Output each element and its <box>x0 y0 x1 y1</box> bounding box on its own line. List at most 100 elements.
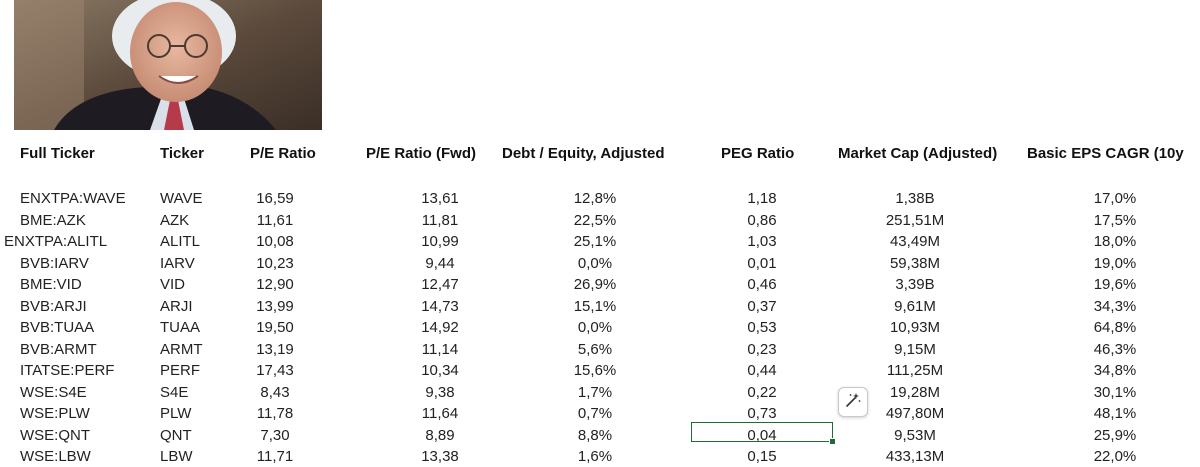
column-header-ticker[interactable]: Ticker <box>160 145 204 162</box>
cell-peg[interactable]: 0,04 <box>747 426 777 444</box>
cell-de[interactable]: 5,6% <box>577 340 613 358</box>
cell-mcap[interactable]: 251,51M <box>885 211 945 229</box>
cell-de[interactable]: 8,8% <box>577 426 613 444</box>
cell-eps[interactable]: 19,0% <box>1093 254 1137 272</box>
cell-ticker[interactable]: ALITL <box>160 233 201 250</box>
cell-ticker[interactable]: PERF <box>160 362 201 379</box>
cell-de[interactable]: 15,1% <box>573 297 617 315</box>
cell-de[interactable]: 1,7% <box>577 383 613 401</box>
cell-eps[interactable]: 30,1% <box>1093 383 1137 401</box>
cell-pe_fwd[interactable]: 13,38 <box>421 448 459 465</box>
cell-pe[interactable]: 8,43 <box>260 383 290 401</box>
cell-mcap[interactable]: 9,53M <box>894 426 936 444</box>
cell-ticker[interactable]: PLW <box>160 405 192 422</box>
cell-mcap[interactable]: 9,61M <box>894 297 936 315</box>
cell-pe[interactable]: 7,30 <box>260 426 290 444</box>
cell-ticker[interactable]: ARJI <box>160 297 193 315</box>
cell-ticker[interactable]: WAVE <box>160 190 203 207</box>
cell-de[interactable]: 15,6% <box>573 362 617 379</box>
cell-peg[interactable]: 0,53 <box>747 319 777 336</box>
column-header-full-ticker[interactable]: Full Ticker <box>20 145 95 162</box>
quick-analysis-button[interactable] <box>838 387 868 417</box>
cell-full[interactable]: BME:VID <box>20 276 82 293</box>
cell-full[interactable]: ENXTPA:ALITL <box>4 233 108 250</box>
column-header-market-cap[interactable]: Market Cap (Adjusted) <box>838 145 998 162</box>
cell-peg[interactable]: 0,44 <box>747 362 777 379</box>
cell-de[interactable]: 25,1% <box>573 233 617 250</box>
cell-eps[interactable]: 48,1% <box>1093 405 1137 422</box>
cell-pe_fwd[interactable]: 9,44 <box>425 254 455 272</box>
column-header-eps-cagr[interactable]: Basic EPS CAGR (10y <box>1027 145 1184 162</box>
cell-ticker[interactable]: AZK <box>160 211 190 229</box>
cell-mcap[interactable]: 59,38M <box>889 254 941 272</box>
cell-peg[interactable]: 0,15 <box>747 448 777 465</box>
cell-full[interactable]: BME:AZK <box>20 211 86 229</box>
cell-full[interactable]: BVB:TUAA <box>20 319 95 336</box>
cell-eps[interactable]: 17,0% <box>1093 190 1137 207</box>
cell-de[interactable]: 0,0% <box>577 319 613 336</box>
cell-peg[interactable]: 0,46 <box>747 276 777 293</box>
cell-pe_fwd[interactable]: 14,73 <box>421 297 459 315</box>
column-header-pe-ratio[interactable]: P/E Ratio <box>250 145 316 162</box>
cell-ticker[interactable]: VID <box>160 276 186 293</box>
cell-peg[interactable]: 1,18 <box>747 190 777 207</box>
cell-eps[interactable]: 22,0% <box>1093 448 1137 465</box>
cell-pe[interactable]: 16,59 <box>256 190 294 207</box>
cell-mcap[interactable]: 19,28M <box>889 383 941 401</box>
cell-full[interactable]: WSE:PLW <box>20 405 90 422</box>
cell-ticker[interactable]: ARMT <box>160 340 203 358</box>
cell-ticker[interactable]: QNT <box>160 426 192 444</box>
cell-peg[interactable]: 0,37 <box>747 297 777 315</box>
cell-full[interactable]: ENXTPA:WAVE <box>20 190 126 207</box>
cell-full[interactable]: WSE:LBW <box>20 448 91 465</box>
cell-pe_fwd[interactable]: 11,14 <box>421 340 459 358</box>
cell-peg[interactable]: 0,22 <box>747 383 777 401</box>
cell-pe[interactable]: 11,61 <box>256 211 294 229</box>
cell-full[interactable]: BVB:IARV <box>20 254 89 272</box>
cell-de[interactable]: 1,6% <box>577 448 613 465</box>
cell-ticker[interactable]: TUAA <box>160 319 201 336</box>
cell-peg[interactable]: 0,23 <box>747 340 777 358</box>
column-header-peg-ratio[interactable]: PEG Ratio <box>721 145 795 162</box>
cell-full[interactable]: BVB:ARJI <box>20 297 87 315</box>
cell-ticker[interactable]: S4E <box>160 383 189 401</box>
column-header-pe-ratio-fwd[interactable]: P/E Ratio (Fwd) <box>366 145 476 162</box>
cell-pe[interactable]: 19,50 <box>256 319 294 336</box>
cell-full[interactable]: ITATSE:PERF <box>20 362 115 379</box>
cell-pe_fwd[interactable]: 10,99 <box>421 233 459 250</box>
cell-mcap[interactable]: 1,38B <box>895 190 935 207</box>
cell-eps[interactable]: 64,8% <box>1093 319 1137 336</box>
cell-mcap[interactable]: 433,13M <box>885 448 945 465</box>
cell-pe[interactable]: 10,08 <box>256 233 294 250</box>
cell-de[interactable]: 12,8% <box>573 190 617 207</box>
cell-eps[interactable]: 34,3% <box>1093 297 1137 315</box>
cell-de[interactable]: 0,0% <box>577 254 613 272</box>
cell-pe_fwd[interactable]: 9,38 <box>425 383 455 401</box>
cell-pe[interactable]: 12,90 <box>256 276 294 293</box>
cell-mcap[interactable]: 111,25M <box>886 362 944 379</box>
cell-mcap[interactable]: 10,93M <box>889 319 941 336</box>
cell-pe_fwd[interactable]: 14,92 <box>421 319 459 336</box>
cell-full[interactable]: WSE:S4E <box>20 383 87 401</box>
cell-de[interactable]: 22,5% <box>573 211 617 229</box>
cell-peg[interactable]: 0,73 <box>747 405 777 422</box>
cell-full[interactable]: WSE:QNT <box>20 426 90 444</box>
cell-eps[interactable]: 17,5% <box>1093 211 1137 229</box>
column-header-debt-equity[interactable]: Debt / Equity, Adjusted <box>502 145 665 162</box>
cell-eps[interactable]: 25,9% <box>1093 426 1137 444</box>
cell-pe_fwd[interactable]: 10,34 <box>421 362 459 379</box>
cell-eps[interactable]: 19,6% <box>1093 276 1137 293</box>
cell-peg[interactable]: 1,03 <box>747 233 777 250</box>
cell-de[interactable]: 26,9% <box>573 276 617 293</box>
cell-mcap[interactable]: 3,39B <box>895 276 935 293</box>
cell-pe[interactable]: 11,78 <box>256 405 294 422</box>
cell-pe_fwd[interactable]: 11,81 <box>421 211 459 229</box>
cell-pe_fwd[interactable]: 11,64 <box>421 405 459 422</box>
cell-mcap[interactable]: 497,80M <box>885 405 945 422</box>
cell-de[interactable]: 0,7% <box>577 405 613 422</box>
cell-pe[interactable]: 10,23 <box>256 254 294 272</box>
cell-pe_fwd[interactable]: 8,89 <box>425 426 455 444</box>
cell-mcap[interactable]: 43,49M <box>889 233 941 250</box>
cell-ticker[interactable]: IARV <box>160 254 195 272</box>
cell-eps[interactable]: 34,8% <box>1093 362 1137 379</box>
